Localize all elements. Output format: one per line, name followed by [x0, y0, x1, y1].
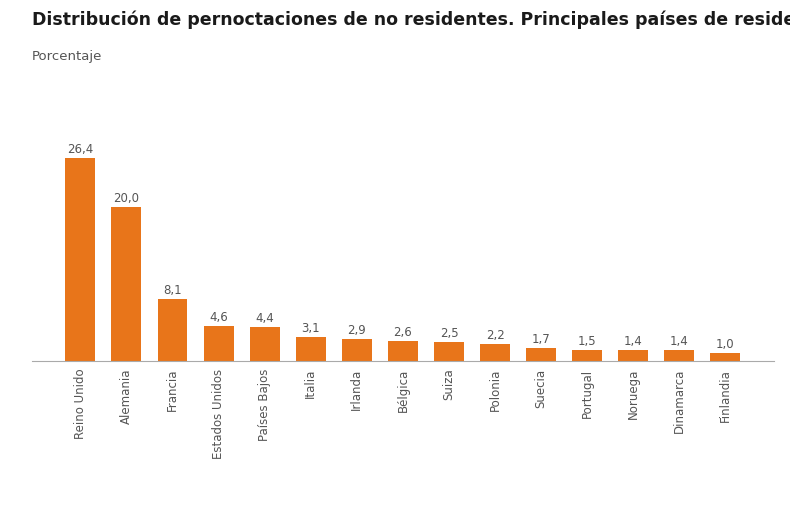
Bar: [664, 350, 694, 361]
Text: Porcentaje: Porcentaje: [32, 50, 102, 63]
Text: Distribución de pernoctaciones de no residentes. Principales países de residenci: Distribución de pernoctaciones de no res…: [32, 11, 790, 29]
Text: 3,1: 3,1: [302, 322, 320, 335]
Text: 8,1: 8,1: [164, 284, 182, 297]
Text: 2,9: 2,9: [348, 324, 367, 337]
Text: 1,0: 1,0: [717, 338, 735, 352]
Text: 2,2: 2,2: [486, 329, 505, 342]
Text: 1,5: 1,5: [578, 335, 596, 348]
Bar: [619, 350, 649, 361]
Text: 26,4: 26,4: [67, 143, 93, 156]
Bar: [295, 337, 325, 361]
Text: 1,7: 1,7: [532, 333, 551, 346]
Text: 4,6: 4,6: [209, 311, 228, 324]
Bar: [66, 158, 96, 361]
Bar: [572, 349, 602, 361]
Bar: [250, 327, 280, 361]
Bar: [434, 342, 464, 361]
Bar: [710, 354, 740, 361]
Bar: [342, 339, 372, 361]
Text: 20,0: 20,0: [114, 192, 139, 205]
Bar: [111, 207, 141, 361]
Text: 4,4: 4,4: [255, 312, 274, 326]
Text: 2,5: 2,5: [440, 327, 458, 340]
Bar: [157, 299, 187, 361]
Bar: [526, 348, 556, 361]
Text: 1,4: 1,4: [624, 336, 643, 348]
Text: 1,4: 1,4: [670, 336, 689, 348]
Bar: [388, 341, 418, 361]
Text: 2,6: 2,6: [393, 326, 412, 339]
Bar: [480, 344, 510, 361]
Bar: [204, 326, 234, 361]
